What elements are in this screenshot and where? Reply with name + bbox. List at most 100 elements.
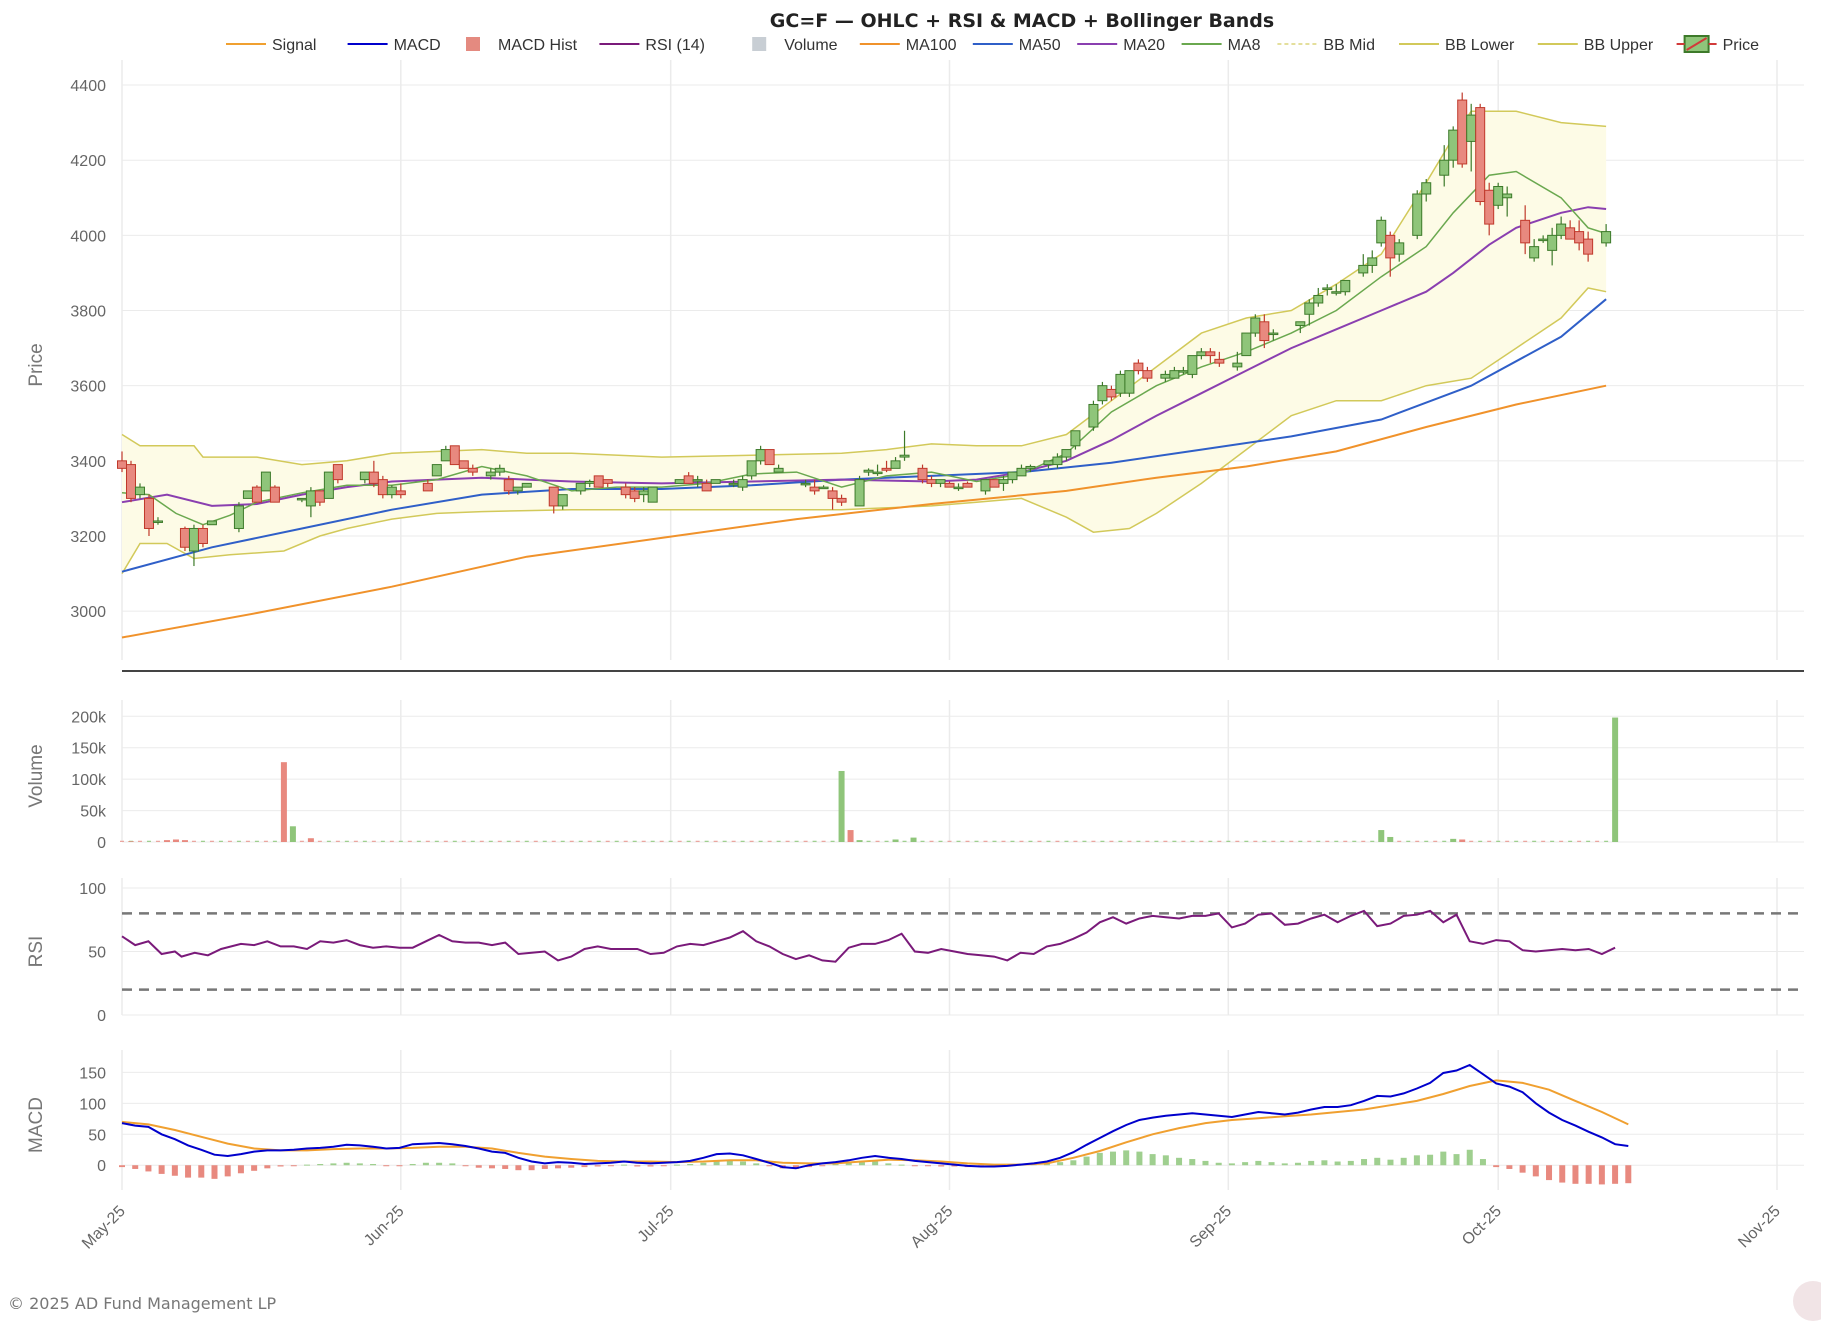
macd-hist-bar <box>1294 1162 1301 1166</box>
volume-bar-baseline <box>515 840 520 842</box>
volume-bar-baseline <box>794 840 799 842</box>
macd-hist-bar <box>330 1163 337 1166</box>
volume-bar-baseline <box>704 840 709 842</box>
volume-bar-baseline <box>1118 840 1123 842</box>
macd-hist-bar <box>1149 1154 1156 1166</box>
volume-bar-baseline <box>983 840 988 842</box>
legend-label: MACD Hist <box>498 37 578 54</box>
candle-body <box>800 482 811 486</box>
candle-body <box>980 479 991 492</box>
y-tick-label: 150k <box>71 741 107 758</box>
candle-body <box>647 486 658 503</box>
macd-hist-bar <box>1532 1165 1539 1177</box>
legend-item-ma20: MA20 <box>1077 37 1165 54</box>
volume-bar-baseline <box>749 840 754 842</box>
volume-bar-baseline <box>380 840 385 842</box>
candle <box>134 483 145 499</box>
volume-bar-baseline <box>1190 840 1195 842</box>
volume-bar-baseline <box>389 840 394 842</box>
volume-bar-baseline <box>317 840 322 842</box>
volume-bar-baseline <box>668 840 673 842</box>
macd-hist-bar <box>726 1160 733 1166</box>
legend-label: MA8 <box>1228 37 1261 54</box>
macd-hist-bar <box>845 1162 852 1166</box>
volume-bar-baseline <box>1073 840 1078 842</box>
volume-bar-baseline <box>1433 840 1438 842</box>
candle <box>1142 366 1153 382</box>
candle-body <box>1574 231 1585 244</box>
volume-bar-baseline <box>299 840 304 842</box>
macd-hist-bar <box>224 1165 231 1177</box>
volume-bar-baseline <box>506 840 511 842</box>
volume-bar-baseline <box>254 840 259 842</box>
signal-line <box>121 1079 1629 1166</box>
candle <box>557 494 568 510</box>
macd-hist-bar <box>132 1165 139 1169</box>
macd-hist-bar <box>198 1165 205 1178</box>
volume-bar-baseline <box>1037 840 1042 842</box>
candle-body <box>1061 449 1072 458</box>
macd-hist-bar <box>555 1165 562 1169</box>
candle-body <box>521 482 532 488</box>
macd-panel: 0 50 100 150 MACD <box>26 1050 1804 1190</box>
candle-body <box>512 486 523 492</box>
macd-hist-bar <box>370 1164 377 1166</box>
macd-hist-bar <box>277 1165 284 1167</box>
candle <box>467 464 478 476</box>
volume-bar-baseline <box>1091 840 1096 842</box>
candle-body <box>1133 362 1144 372</box>
volume-bar-baseline <box>1262 840 1267 842</box>
volume-bar <box>1459 839 1466 842</box>
rsi-axis-label: RSI <box>26 936 47 968</box>
candle-body <box>1196 351 1207 357</box>
volume-bar-baseline <box>713 840 718 842</box>
volume-bar-baseline <box>1253 840 1258 842</box>
candle-body <box>764 449 775 466</box>
macd-hist-bar <box>951 1165 958 1167</box>
candle <box>1214 351 1225 367</box>
macd-axis-label: MACD <box>26 1097 47 1153</box>
candle <box>1268 329 1279 341</box>
volume-bar-baseline <box>605 840 610 842</box>
macd-hist-bar <box>1479 1159 1486 1166</box>
candle-body <box>377 479 388 496</box>
volume-bar-baseline <box>227 840 232 842</box>
corner-badge-icon[interactable] <box>1793 1281 1821 1321</box>
candle <box>458 460 469 469</box>
candle-body <box>1088 403 1099 428</box>
macd-hist-bar <box>1321 1160 1328 1166</box>
candle <box>188 524 199 567</box>
volume-bar-baseline <box>335 840 340 842</box>
macd-hist-bar <box>171 1165 178 1176</box>
macd-hist-bar <box>885 1163 892 1166</box>
volume-bar-baseline <box>1514 840 1519 842</box>
macd-hist-bar <box>594 1165 601 1167</box>
candle-body <box>737 479 748 488</box>
candle <box>593 475 604 488</box>
macd-hist-bar <box>1413 1155 1420 1166</box>
candle-body <box>440 449 451 462</box>
candle-body <box>1007 471 1018 481</box>
volume-bar-baseline <box>884 840 889 842</box>
candle <box>440 445 451 462</box>
candle <box>674 479 685 484</box>
candle-body <box>305 490 316 507</box>
macd-hist-bar <box>422 1162 429 1166</box>
macd-hist-bar <box>1400 1157 1407 1166</box>
legend-swatch <box>752 37 767 51</box>
candle <box>323 471 334 499</box>
volume-bar-baseline <box>596 840 601 842</box>
volume-bar-baseline <box>569 840 574 842</box>
candle <box>899 430 910 461</box>
legend-item-bb-lower: BB Lower <box>1399 37 1515 54</box>
candle-body <box>863 469 874 473</box>
y-tick-label: 100k <box>71 772 107 789</box>
macd-hist-bar <box>1109 1151 1116 1166</box>
macd-hist-bar <box>687 1164 694 1166</box>
candle <box>1340 279 1351 296</box>
candle <box>431 464 442 477</box>
legend-item-bb-mid: BB Mid <box>1277 37 1375 54</box>
legend-item-ma50: MA50 <box>972 37 1061 54</box>
macd-hist-bar <box>1070 1160 1077 1166</box>
candle-body <box>602 479 613 484</box>
